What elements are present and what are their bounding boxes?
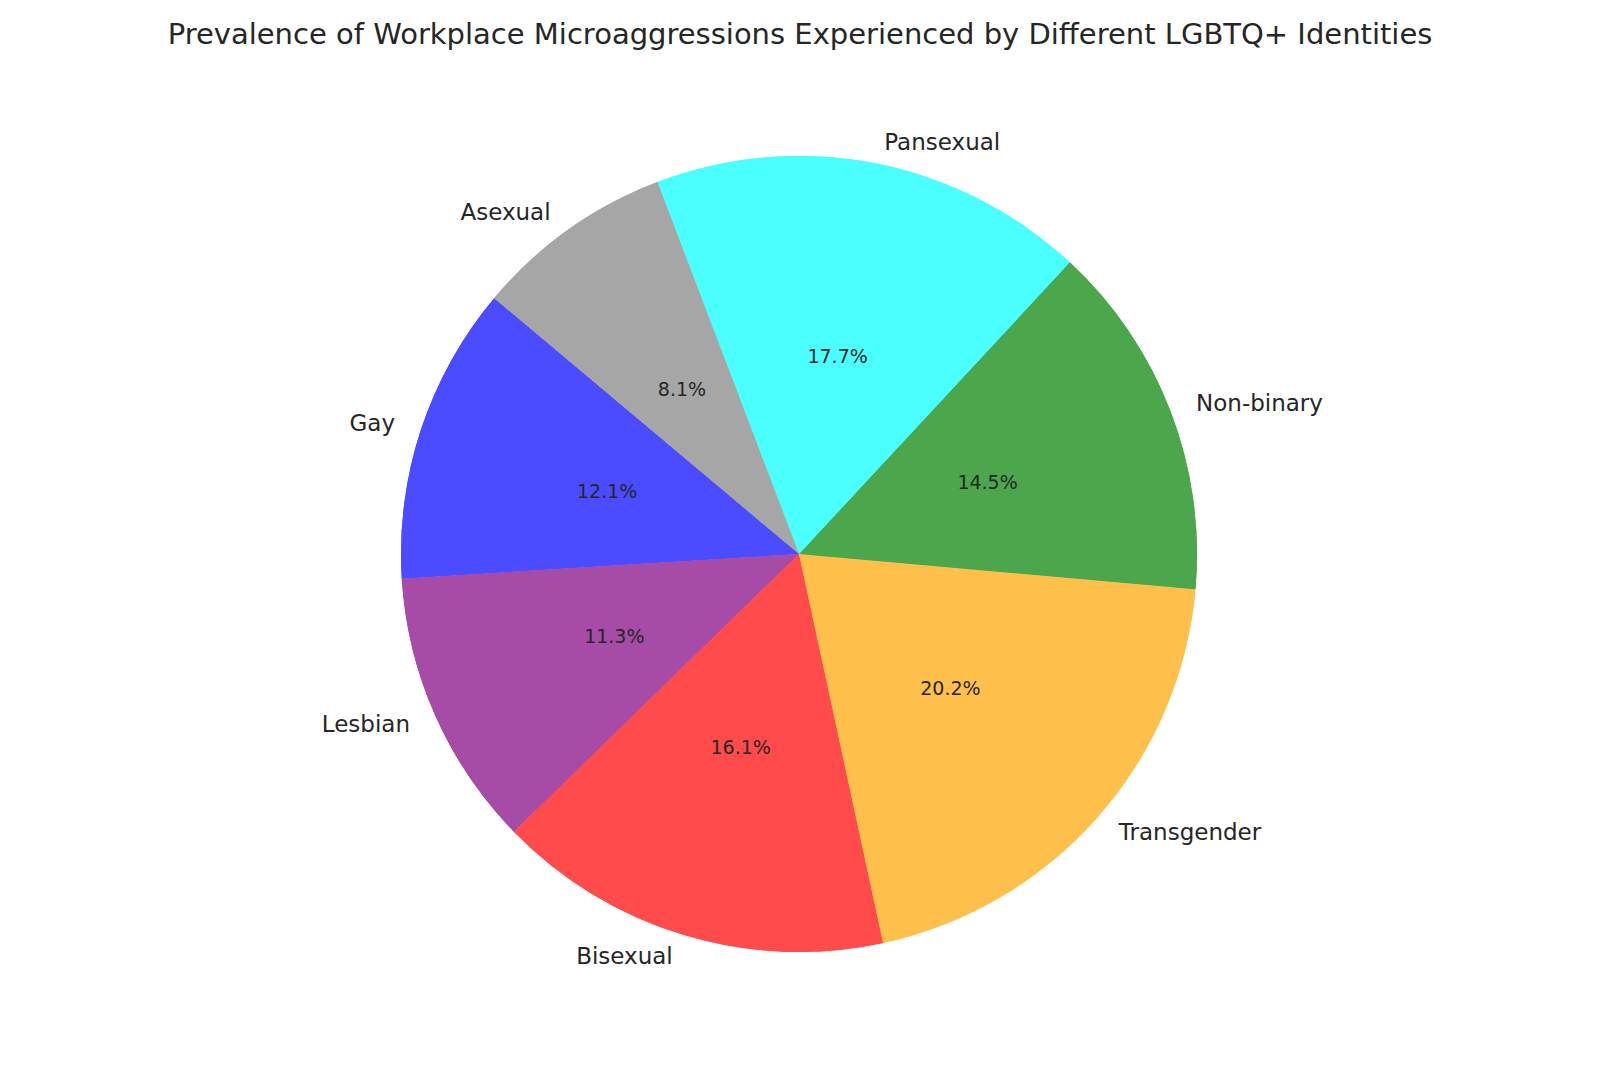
svg-text:17.7%: 17.7% — [807, 345, 867, 367]
svg-text:11.3%: 11.3% — [584, 625, 644, 647]
svg-text:16.1%: 16.1% — [711, 736, 771, 758]
svg-text:Asexual: Asexual — [460, 199, 550, 225]
svg-text:20.2%: 20.2% — [920, 677, 980, 699]
svg-text:8.1%: 8.1% — [658, 378, 706, 400]
svg-text:Prevalence of Workplace Microa: Prevalence of Workplace Microaggressions… — [168, 17, 1433, 51]
svg-text:Transgender: Transgender — [1118, 819, 1262, 845]
svg-text:Bisexual: Bisexual — [576, 943, 673, 969]
svg-text:Lesbian: Lesbian — [322, 711, 410, 737]
svg-text:12.1%: 12.1% — [577, 480, 637, 502]
svg-text:Pansexual: Pansexual — [884, 129, 1000, 155]
svg-text:14.5%: 14.5% — [957, 471, 1017, 493]
svg-text:Gay: Gay — [350, 410, 396, 436]
svg-text:Non-binary: Non-binary — [1196, 390, 1323, 416]
